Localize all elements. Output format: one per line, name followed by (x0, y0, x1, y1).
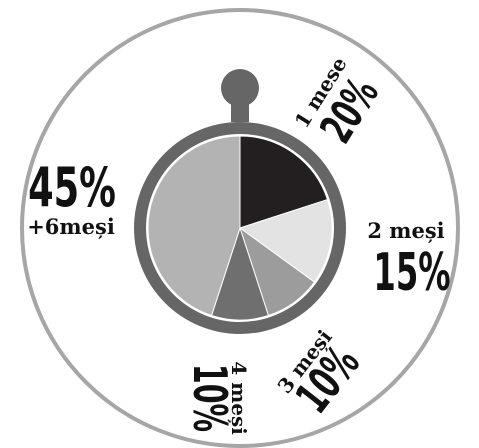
pie-slice-5 (147, 135, 241, 317)
label-4-mesi: 4 meși (227, 361, 251, 435)
stopwatch-knob (221, 69, 259, 107)
value-label-6-mesi: 45% (28, 156, 116, 219)
outer-ring (20, 8, 460, 448)
value-label-2-mesi: 15% (373, 243, 450, 303)
pie-slices (147, 135, 333, 321)
value-label-4-mesi: 10% (182, 364, 236, 432)
pie-slice-1 (239, 135, 329, 229)
pie-slice-2 (238, 198, 333, 283)
label-2-mesi: 2 meși (367, 218, 444, 243)
label-6-mesi: +6meși (27, 214, 115, 239)
